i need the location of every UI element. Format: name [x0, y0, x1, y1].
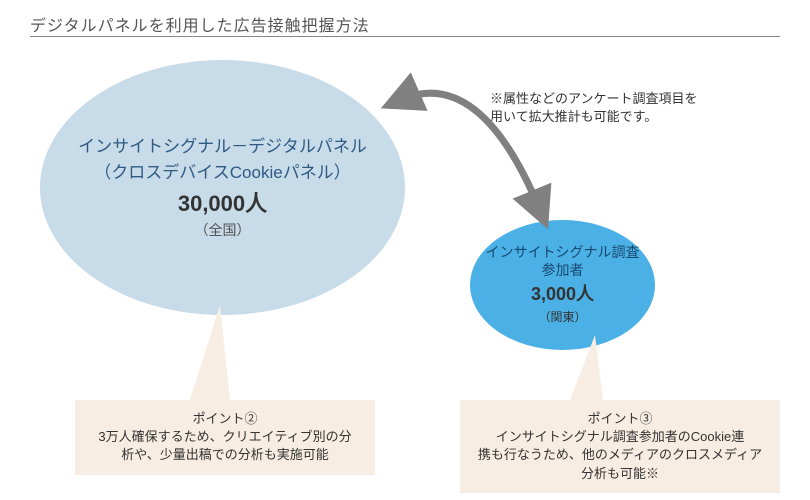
panel-ellipse-digital: インサイトシグナル－デジタルパネル （クロスデバイスCookieパネル） 30,… [40, 60, 405, 315]
page-title: デジタルパネルを利用した広告接触把握方法 [30, 12, 370, 36]
point2-body1: 3万人確保するため、クリエイティブ別の分 [98, 429, 351, 444]
ellipse1-line1: インサイトシグナル－デジタルパネル [78, 134, 367, 160]
ellipse2-line1b: 参加者 [542, 262, 584, 280]
ellipse1-region: （全国） [195, 220, 251, 241]
point2-body2: 析や、少量出稿での分析も実施可能 [121, 447, 329, 462]
callout-triangle-2 [190, 305, 230, 400]
point2-title: ポイント② [83, 410, 367, 428]
callout-triangle-3 [570, 335, 603, 400]
point-box-2: ポイント② 3万人確保するため、クリエイティブ別の分 析や、少量出稿での分析も実… [75, 400, 375, 475]
point-box-3: ポイント③ インサイトシグナル調査参加者のCookie連 携も行なうため、他のメ… [460, 400, 780, 493]
point3-body3: 分析も可能※ [581, 466, 659, 481]
ellipse1-line2: （クロスデバイスCookieパネル） [94, 160, 350, 186]
double-arrow-icon [370, 70, 560, 240]
point3-body2: 携も行なうため、他のメディアのクロスメディア [478, 447, 762, 462]
ellipse2-line1a: インサイトシグナル調査 [486, 244, 640, 262]
point3-body1: インサイトシグナル調査参加者のCookie連 [496, 429, 744, 444]
ellipse2-count: 3,000人 [531, 281, 594, 308]
title-underline [30, 36, 780, 37]
point3-title: ポイント③ [468, 410, 772, 428]
ellipse2-region: （関東） [538, 308, 586, 326]
ellipse1-count: 30,000人 [178, 187, 267, 220]
